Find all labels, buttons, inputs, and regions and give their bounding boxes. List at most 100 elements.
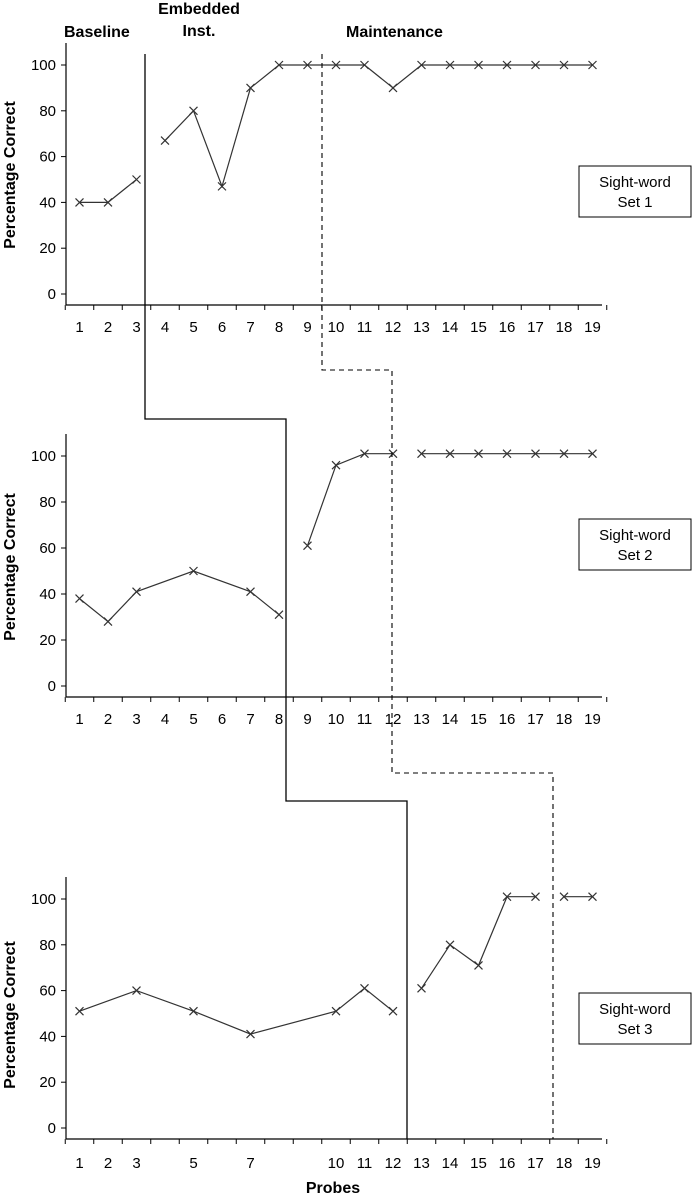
y-tick-label: 20: [39, 632, 56, 649]
data-point: [474, 960, 483, 970]
data-point: [160, 136, 170, 145]
series-line: [79, 987, 394, 1035]
y-tick-label: 20: [39, 240, 56, 257]
data-point: [75, 1006, 84, 1016]
data-point: [388, 1006, 398, 1016]
x-axis-title: Probes: [306, 1180, 360, 1196]
legend-box: [578, 992, 692, 1045]
x-tick-label: 18: [556, 1155, 573, 1172]
x-tick-label: 9: [303, 711, 311, 728]
data-point: [303, 541, 312, 551]
x-tick-label: 15: [470, 711, 487, 728]
x-tick-label: 16: [499, 1155, 516, 1172]
legend-label: Sight-word: [599, 527, 671, 544]
x-tick-label: 14: [442, 319, 459, 336]
data-point: [502, 892, 512, 902]
x-tick-label: 4: [161, 319, 169, 336]
data-point: [75, 197, 84, 207]
x-tick-label: 8: [275, 711, 283, 728]
x-tick-label: 12: [385, 1155, 402, 1172]
data-point: [132, 986, 141, 996]
y-tick-label: 40: [39, 586, 56, 603]
data-point: [388, 449, 398, 459]
x-tick-label: 1: [75, 1155, 83, 1172]
x-tick-label: 14: [442, 711, 459, 728]
x-tick-label: 11: [357, 711, 373, 728]
data-point: [132, 175, 141, 184]
data-point: [75, 594, 84, 604]
x-tick-label: 3: [132, 711, 140, 728]
data-point: [217, 181, 227, 191]
x-tick-label: 9: [303, 319, 311, 336]
data-point: [474, 449, 483, 459]
legend-label: Sight-word: [599, 174, 671, 191]
data-point: [588, 892, 597, 902]
data-point: [246, 1029, 255, 1039]
phase-label-embedded-line2: Inst.: [183, 23, 216, 40]
y-tick-label: 60: [39, 983, 56, 1000]
data-point: [502, 449, 512, 459]
y-axis-title: Percentage Correct: [2, 101, 19, 249]
y-axis-title: Percentage Correct: [2, 493, 19, 641]
x-tick-label: 10: [328, 711, 345, 728]
x-tick-label: 14: [442, 1155, 459, 1172]
x-tick-label: 19: [584, 711, 601, 728]
x-tick-label: 18: [556, 711, 573, 728]
phase-labels: Baseline Embedded Inst. Maintenance: [64, 1, 443, 41]
x-tick-label: 5: [189, 319, 197, 336]
data-point: [559, 60, 569, 70]
data-point: [303, 60, 312, 70]
phase-label-maintenance: Maintenance: [346, 24, 443, 41]
data-point: [559, 449, 569, 459]
legend-box: [578, 165, 692, 218]
x-tick-label: 5: [189, 711, 197, 728]
x-tick-label: 12: [385, 711, 402, 728]
data-point: [588, 449, 597, 459]
x-tick-label: 16: [499, 319, 516, 336]
phase-line-embedded: [144, 54, 408, 1139]
legend-label: Set 1: [617, 194, 652, 211]
x-tick-label: 6: [218, 319, 226, 336]
data-point: [445, 60, 455, 70]
phase-line-maintenance: [321, 54, 554, 1139]
data-point: [531, 892, 540, 902]
data-point: [531, 60, 540, 70]
y-tick-label: 80: [39, 494, 56, 511]
series-line: [79, 570, 280, 623]
x-tick-label: 19: [584, 1155, 601, 1172]
phase-label-baseline: Baseline: [64, 24, 130, 41]
series-line: [306, 453, 393, 546]
y-tick-label: 40: [39, 194, 56, 211]
y-tick-label: 0: [48, 1120, 56, 1137]
data-point: [189, 566, 198, 576]
x-tick-label: 6: [218, 711, 226, 728]
y-tick-label: 60: [39, 540, 56, 557]
y-tick-label: 80: [39, 937, 56, 954]
x-tick-label: 8: [275, 319, 283, 336]
y-tick-label: 80: [39, 103, 56, 120]
data-point: [274, 610, 284, 620]
x-tick-label: 7: [246, 1155, 254, 1172]
x-tick-label: 17: [527, 1155, 544, 1172]
data-point: [417, 983, 426, 993]
x-tick-label: 12: [385, 319, 402, 336]
data-point: [388, 83, 398, 93]
series-line: [164, 64, 593, 189]
data-point: [331, 1006, 341, 1016]
y-tick-label: 100: [31, 891, 56, 908]
data-point: [274, 60, 284, 70]
x-tick-label: 5: [189, 1155, 197, 1172]
x-tick-label: 15: [470, 319, 487, 336]
data-point: [445, 940, 455, 950]
x-tick-label: 13: [413, 711, 430, 728]
y-tick-label: 0: [48, 286, 56, 303]
x-tick-label: 19: [584, 319, 601, 336]
data-point: [531, 449, 540, 459]
series-line: [79, 179, 137, 203]
x-tick-label: 3: [132, 1155, 140, 1172]
x-tick-label: 10: [328, 319, 345, 336]
y-tick-label: 20: [39, 1074, 56, 1091]
